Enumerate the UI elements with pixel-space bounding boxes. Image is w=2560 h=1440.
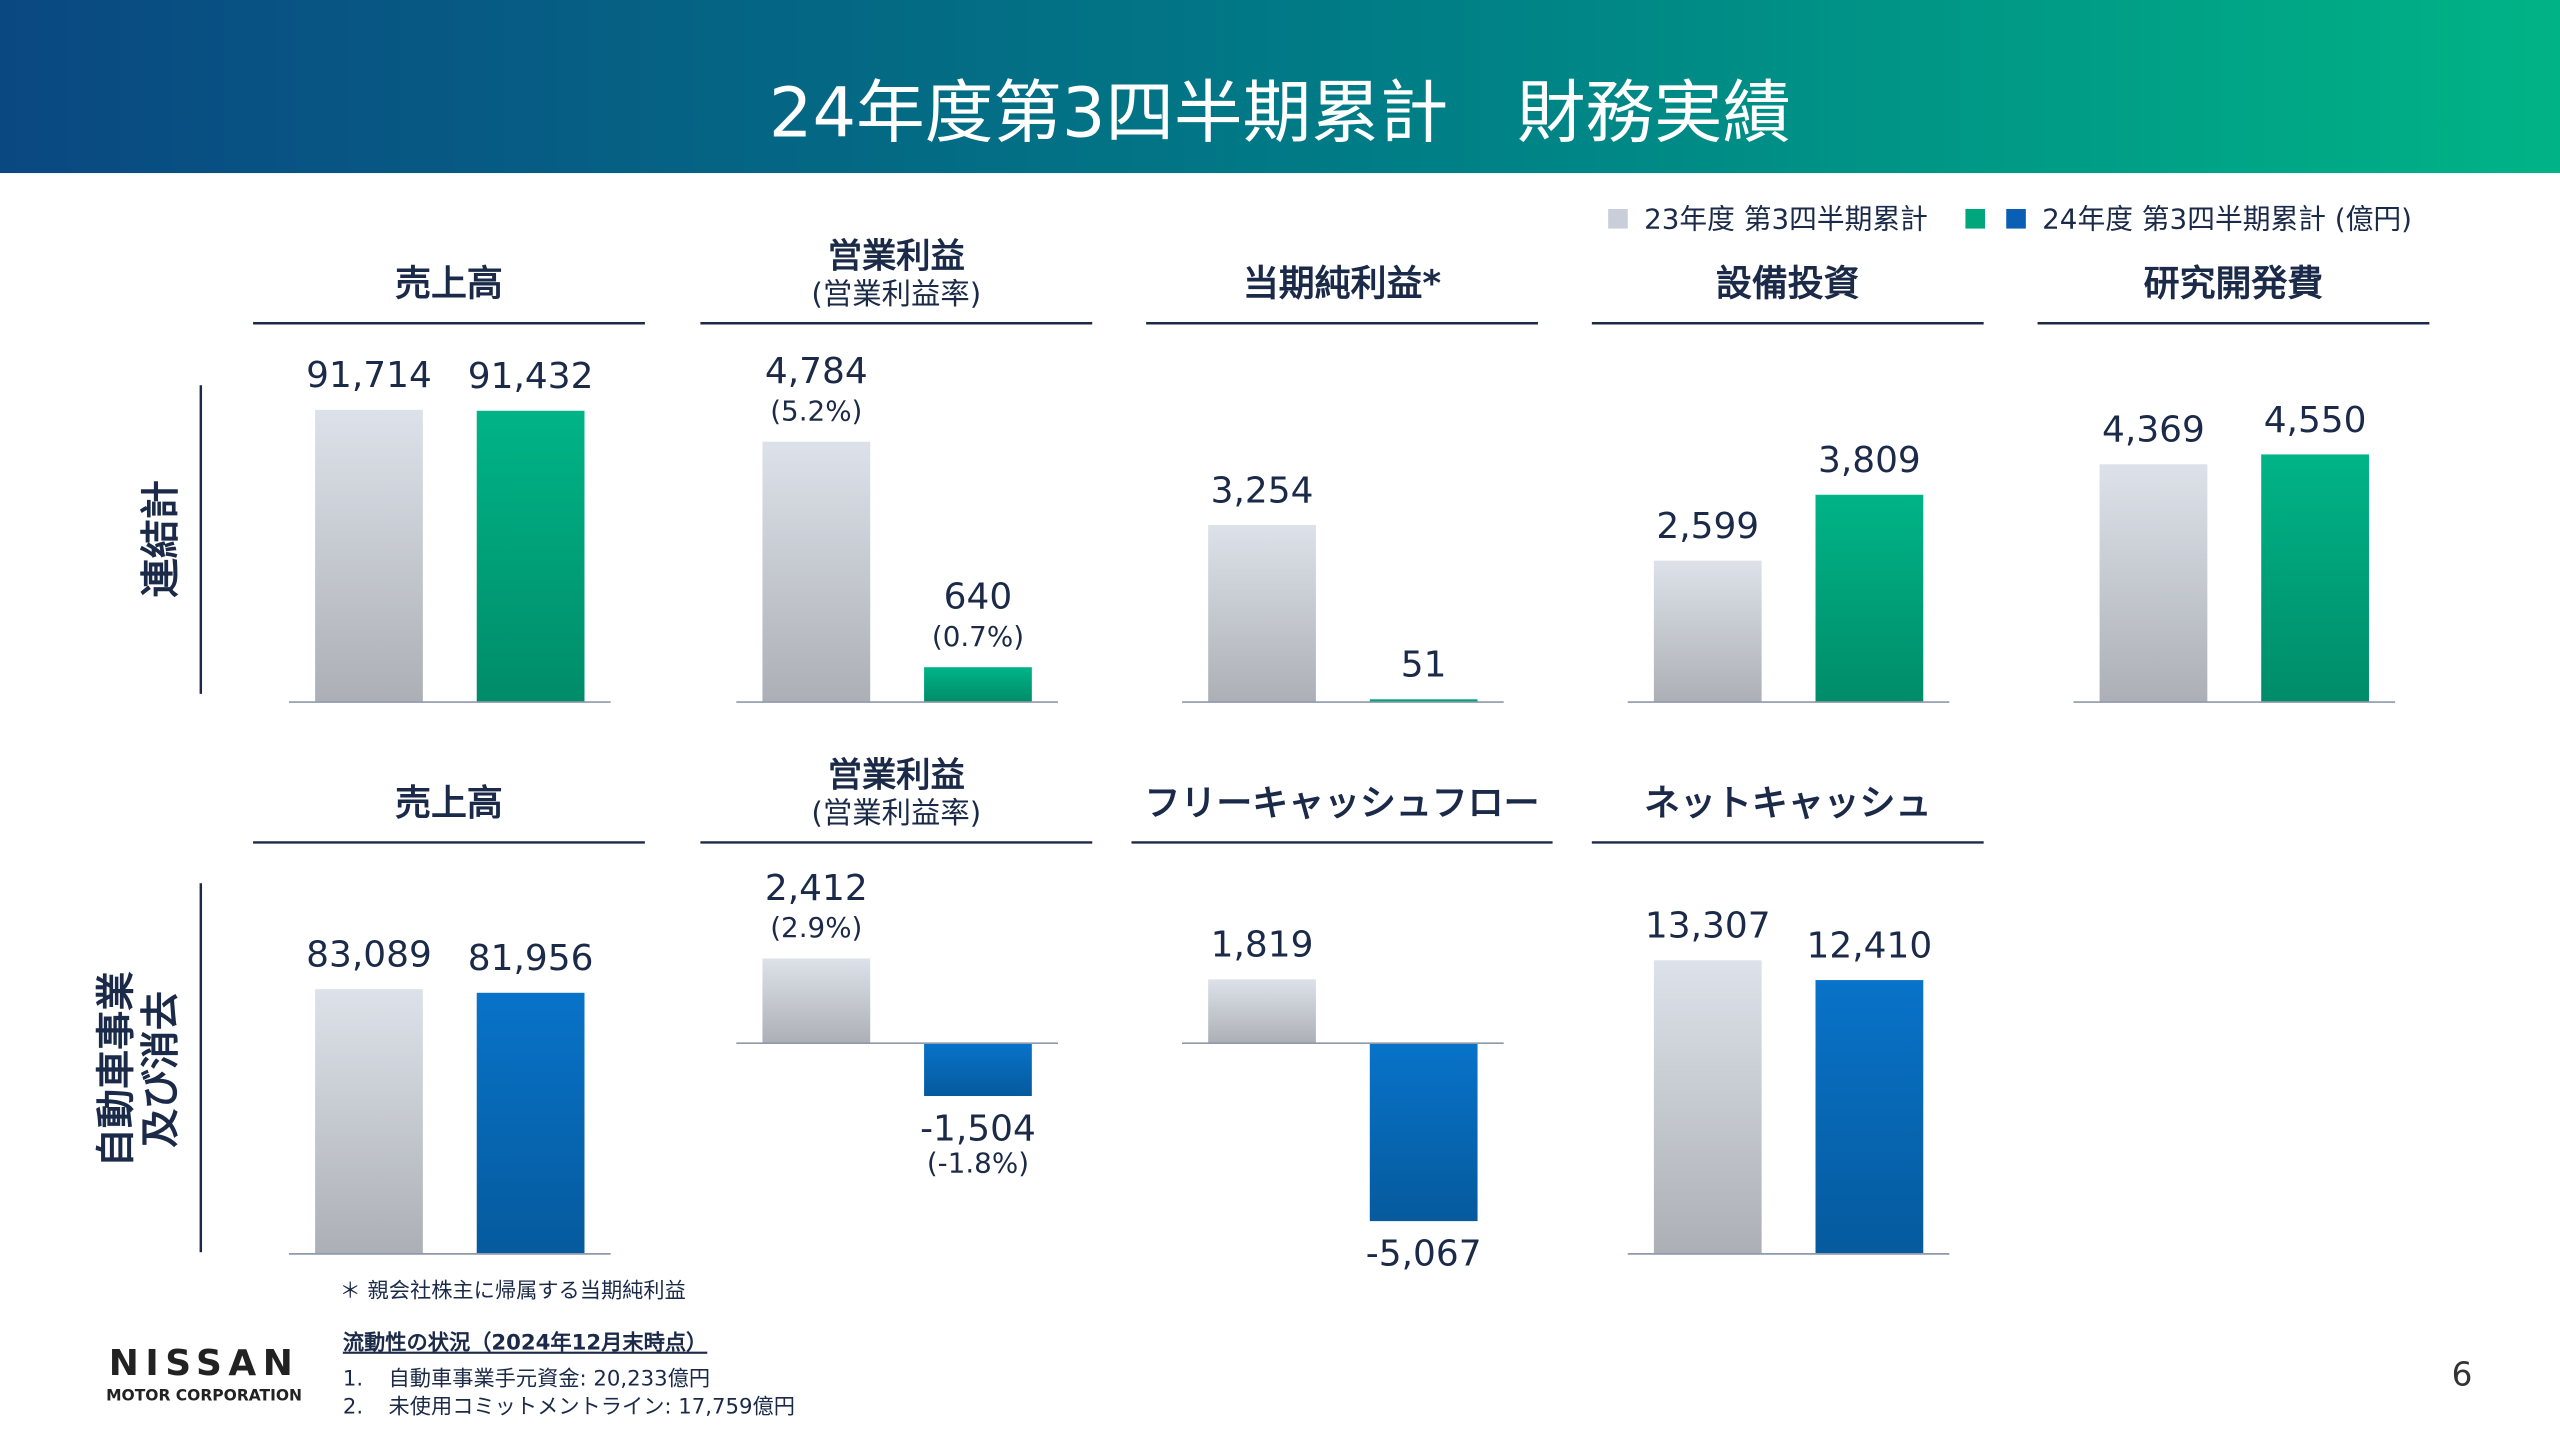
value-label: 91,714 [306, 355, 432, 396]
value-label: 51 [1401, 645, 1447, 686]
header-band [0, 0, 2560, 174]
legend-swatch [2006, 208, 2026, 229]
value-label: 3,809 [1818, 440, 1921, 481]
value-label: 4,369 [2102, 410, 2205, 451]
chart-title: 営業利益 [828, 756, 965, 796]
bar [1208, 979, 1316, 1044]
logo-name: NISSAN [109, 1343, 300, 1384]
chart-title: 売上高 [395, 264, 503, 305]
bar [315, 989, 423, 1254]
bar [762, 441, 871, 703]
bar [2099, 464, 2208, 703]
rate-label: (2.9%) [770, 911, 862, 944]
liquidity-heading: 流動性の状況（2024年12月末時点） [343, 1330, 707, 1356]
value-label: 2,599 [1656, 506, 1759, 547]
bar [476, 992, 585, 1254]
value-label: 4,550 [2264, 400, 2367, 441]
chart-subtitle: (営業利益率) [811, 277, 981, 311]
value-label: 1,819 [1211, 925, 1314, 966]
rate-label: (-1.8%) [927, 1147, 1029, 1180]
bar [762, 958, 871, 1044]
value-label: 12,410 [1807, 925, 1933, 966]
row-label: 及び消去 [139, 991, 184, 1148]
item-text: 自動車事業手元資金: 20,233億円 [389, 1367, 711, 1392]
row-label: 連結計 [139, 480, 184, 598]
value-label: 2,412 [765, 868, 868, 909]
value-label: -5,067 [1366, 1233, 1482, 1274]
chart-title: 研究開発費 [2144, 264, 2324, 305]
bar [476, 410, 585, 703]
bar [1815, 980, 1924, 1254]
value-label: 13,307 [1645, 906, 1771, 947]
rate-label: (0.7%) [932, 620, 1024, 653]
chart-subtitle: (営業利益率) [811, 796, 981, 830]
chart-title: 設備投資 [1716, 264, 1860, 305]
value-label: 4,784 [765, 351, 868, 392]
value-label: 640 [944, 577, 1013, 618]
logo-sub: MOTOR CORPORATION [106, 1386, 302, 1404]
row-label: 自動車事業 [95, 971, 140, 1168]
slide-title: 24年度第3四半期累計 財務実績 [769, 74, 1791, 154]
legend-swatch [1608, 208, 1628, 229]
item-number: 2. [343, 1394, 363, 1419]
bar [1369, 699, 1478, 703]
legend-swatch [1965, 208, 1986, 229]
item-number: 1. [343, 1367, 363, 1392]
legend-label: 24年度 第3四半期累計 (億円) [2042, 202, 2412, 235]
item-text: 未使用コミットメントライン: 17,759億円 [389, 1394, 795, 1419]
bar [1369, 1043, 1478, 1222]
rate-label: (5.2%) [770, 394, 862, 427]
chart-title: 当期純利益* [1243, 264, 1442, 305]
bar [1653, 560, 1762, 703]
footnote: ＊ 親会社株主に帰属する当期純利益 [340, 1278, 686, 1303]
value-label: -1,504 [920, 1108, 1036, 1149]
value-label: 3,254 [1211, 470, 1314, 511]
value-label: 81,956 [468, 938, 594, 979]
chart-title: 売上高 [395, 783, 503, 824]
value-label: 91,432 [468, 356, 594, 397]
bar [1208, 524, 1316, 703]
bar [924, 667, 1032, 703]
bar [315, 409, 423, 703]
bar [1815, 494, 1924, 703]
bar [924, 1043, 1032, 1097]
value-label: 83,089 [306, 935, 432, 976]
chart-title: ネットキャッシュ [1644, 783, 1931, 824]
legend-label: 23年度 第3四半期累計 [1644, 202, 1928, 235]
page-number: 6 [2452, 1355, 2473, 1393]
bar [1653, 960, 1762, 1254]
bar [2261, 454, 2369, 703]
chart-title: フリーキャッシュフロー [1145, 783, 1540, 824]
chart-title: 営業利益 [828, 236, 965, 276]
